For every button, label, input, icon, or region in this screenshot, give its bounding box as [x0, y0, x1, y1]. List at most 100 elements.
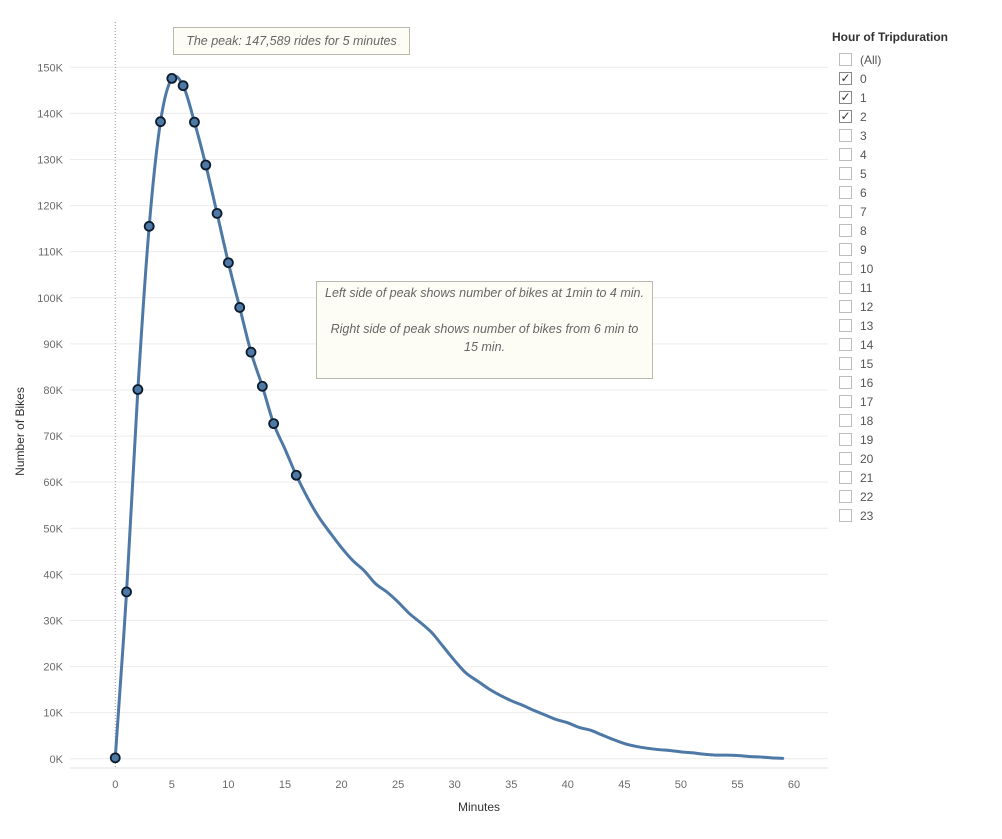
- hour-filter-panel: Hour of Tripduration (All) ✓ 0 ✓ 1 ✓ 2 3 4 5 6 7 8 9 1…: [832, 30, 992, 525]
- y-tick-label: 30K: [43, 615, 63, 627]
- x-tick-label: 15: [279, 779, 291, 791]
- data-point[interactable]: [143, 220, 155, 232]
- data-point[interactable]: [234, 302, 246, 313]
- y-tick-label: 10K: [43, 708, 63, 720]
- peak-annotation: The peak: 147,589 rides for 5 minutes: [173, 27, 410, 55]
- filter-item-label: 9: [860, 242, 867, 257]
- filter-item[interactable]: 18: [832, 411, 992, 430]
- unchecked-checkbox[interactable]: [839, 186, 852, 199]
- filter-item[interactable]: 11: [832, 278, 992, 297]
- filter-item[interactable]: 10: [832, 259, 992, 278]
- filter-item[interactable]: 5: [832, 164, 992, 183]
- filter-item-label: 11: [860, 280, 873, 295]
- unchecked-checkbox[interactable]: [839, 357, 852, 370]
- data-point[interactable]: [189, 116, 200, 128]
- data-point[interactable]: [245, 346, 257, 358]
- filter-item[interactable]: 12: [832, 297, 992, 316]
- filter-item-label: 20: [860, 451, 874, 466]
- unchecked-checkbox[interactable]: [839, 205, 852, 218]
- filter-item[interactable]: 14: [832, 335, 992, 354]
- checked-checkbox[interactable]: ✓: [839, 109, 852, 123]
- filter-item-label: 13: [860, 318, 874, 333]
- data-point[interactable]: [222, 257, 234, 269]
- filter-item-label: 19: [860, 432, 874, 447]
- unchecked-checkbox[interactable]: [839, 300, 852, 313]
- data-point[interactable]: [109, 752, 121, 764]
- filter-item[interactable]: 4: [832, 145, 992, 164]
- filter-item[interactable]: 20: [832, 449, 992, 468]
- unchecked-checkbox[interactable]: [839, 53, 852, 66]
- y-tick-label: 40K: [43, 569, 63, 581]
- filter-item[interactable]: ✓ 0: [832, 69, 992, 88]
- x-tick-label: 55: [731, 779, 743, 791]
- x-tick-label: 20: [335, 779, 347, 791]
- unchecked-checkbox[interactable]: [839, 433, 852, 446]
- filter-item[interactable]: 7: [832, 202, 992, 221]
- x-tick-label: 0: [112, 779, 118, 791]
- filter-item-label: 1: [860, 90, 867, 105]
- data-point[interactable]: [256, 380, 268, 392]
- filter-item-label: 4: [860, 147, 867, 162]
- peak-annotation-text: The peak: 147,589 rides for 5 minutes: [186, 34, 397, 48]
- filter-item[interactable]: 16: [832, 373, 992, 392]
- filter-item[interactable]: 17: [832, 392, 992, 411]
- unchecked-checkbox[interactable]: [839, 243, 852, 256]
- y-tick-label: 50K: [43, 523, 63, 535]
- y-tick-label: 140K: [37, 108, 63, 120]
- filter-item[interactable]: 8: [832, 221, 992, 240]
- data-point[interactable]: [132, 384, 144, 395]
- grid-lines: [70, 66, 828, 769]
- filter-item-label: 14: [860, 337, 874, 352]
- unchecked-checkbox[interactable]: [839, 262, 852, 275]
- data-point[interactable]: [121, 586, 132, 598]
- filter-item[interactable]: 21: [832, 468, 992, 487]
- data-point[interactable]: [155, 116, 166, 128]
- y-tick-label: 120K: [37, 201, 63, 213]
- data-point[interactable]: [290, 469, 302, 481]
- filter-item-label: 12: [860, 299, 874, 314]
- filter-item[interactable]: 22: [832, 487, 992, 506]
- filter-item[interactable]: 9: [832, 240, 992, 259]
- data-point[interactable]: [211, 208, 223, 219]
- data-point[interactable]: [177, 80, 189, 92]
- x-tick-label: 60: [788, 779, 800, 791]
- y-tick-label: 60K: [43, 477, 63, 489]
- unchecked-checkbox[interactable]: [839, 490, 852, 503]
- filter-item[interactable]: 13: [832, 316, 992, 335]
- unchecked-checkbox[interactable]: [839, 471, 852, 484]
- y-tick-label: 70K: [43, 431, 63, 443]
- filter-item[interactable]: 3: [832, 126, 992, 145]
- filter-item-label: 21: [860, 470, 874, 485]
- peak-sides-annotation: Left side of peak shows number of bikes …: [316, 281, 653, 379]
- unchecked-checkbox[interactable]: [839, 281, 852, 294]
- filter-item[interactable]: ✓ 2: [832, 107, 992, 126]
- data-point[interactable]: [268, 418, 280, 430]
- checked-checkbox[interactable]: ✓: [839, 71, 852, 85]
- unchecked-checkbox[interactable]: [839, 319, 852, 332]
- unchecked-checkbox[interactable]: [839, 338, 852, 351]
- y-axis-title: Number of Bikes: [13, 387, 27, 476]
- filter-item[interactable]: 19: [832, 430, 992, 449]
- x-tick-label: 30: [449, 779, 461, 791]
- filter-item[interactable]: 6: [832, 183, 992, 202]
- filter-item-label: 18: [860, 413, 874, 428]
- unchecked-checkbox[interactable]: [839, 376, 852, 389]
- unchecked-checkbox[interactable]: [839, 129, 852, 142]
- unchecked-checkbox[interactable]: [839, 167, 852, 180]
- unchecked-checkbox[interactable]: [839, 395, 852, 408]
- filter-item[interactable]: (All): [832, 50, 992, 69]
- filter-item-label: 3: [860, 128, 867, 143]
- filter-item[interactable]: 15: [832, 354, 992, 373]
- y-tick-label: 90K: [43, 339, 63, 351]
- checked-checkbox[interactable]: ✓: [839, 90, 852, 104]
- unchecked-checkbox[interactable]: [839, 509, 852, 522]
- unchecked-checkbox[interactable]: [839, 224, 852, 237]
- filter-item[interactable]: 23: [832, 506, 992, 525]
- filter-item[interactable]: ✓ 1: [832, 88, 992, 107]
- unchecked-checkbox[interactable]: [839, 414, 852, 427]
- unchecked-checkbox[interactable]: [839, 148, 852, 161]
- data-point[interactable]: [166, 72, 178, 84]
- y-tick-label: 110K: [38, 247, 64, 259]
- unchecked-checkbox[interactable]: [839, 452, 852, 465]
- data-point[interactable]: [200, 159, 212, 171]
